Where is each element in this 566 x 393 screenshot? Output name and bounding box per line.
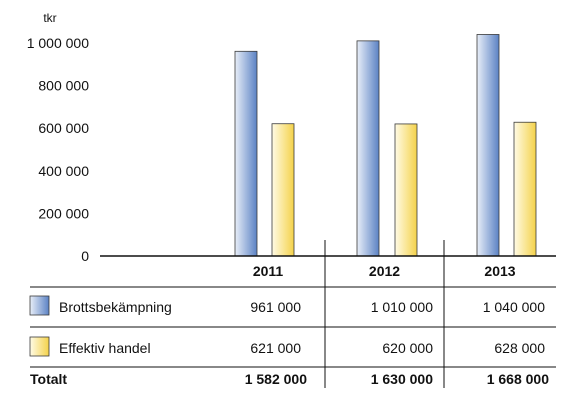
- y-tick-label: 800 000: [38, 78, 89, 94]
- y-tick-label: 200 000: [38, 205, 89, 221]
- y-tick-label: 600 000: [38, 120, 89, 136]
- y-tick-label: 0: [81, 248, 89, 264]
- legend-swatch-effektiv-handel: [29, 336, 50, 357]
- table-cell-value: 620 000: [382, 340, 433, 356]
- totals-value: 1 630 000: [371, 371, 433, 387]
- bar-brottsbek-mpning-2011: [234, 50, 258, 257]
- bar-brottsbek-mpning-2013: [476, 34, 500, 257]
- bar-effektiv-handel-2013: [513, 121, 537, 257]
- totals-label: Totalt: [30, 371, 67, 387]
- y-tick-label: 400 000: [38, 163, 89, 179]
- bar-effektiv-handel-2012: [394, 123, 418, 257]
- table-cell-value: 628 000: [494, 340, 545, 356]
- totals-value: 1 668 000: [487, 371, 549, 387]
- x-tick-label-2011: 2011: [253, 263, 284, 279]
- y-tick-label: 1 000 000: [27, 35, 89, 51]
- table-cell-value: 961 000: [250, 299, 301, 315]
- table-cell-value: 621 000: [250, 340, 301, 356]
- y-axis-unit-label: tkr: [43, 11, 56, 25]
- bar-effektiv-handel-2011: [271, 123, 295, 257]
- legend-label: Effektiv handel: [59, 340, 151, 356]
- bar-brottsbek-mpning-2012: [356, 40, 380, 257]
- totals-value: 1 582 000: [245, 371, 307, 387]
- table-cell-value: 1 010 000: [371, 299, 433, 315]
- legend-swatch-brottsbek-mpning: [29, 295, 50, 316]
- legend-label: Brottsbekämpning: [59, 299, 172, 315]
- table-cell-value: 1 040 000: [483, 299, 545, 315]
- x-tick-label-2013: 2013: [484, 263, 515, 279]
- x-tick-label-2012: 2012: [369, 263, 400, 279]
